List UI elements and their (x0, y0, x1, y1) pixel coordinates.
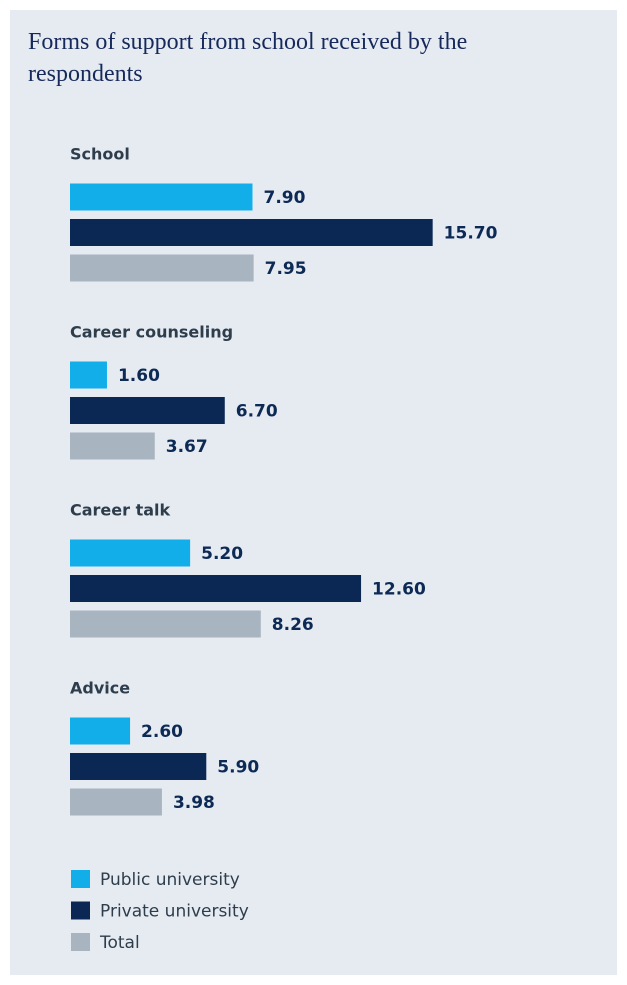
category-label: Advice (70, 679, 130, 698)
bar (70, 575, 362, 602)
legend-swatch (71, 901, 90, 920)
bar (70, 183, 253, 211)
bar (70, 717, 131, 745)
bar (70, 219, 433, 246)
value-label: 5.20 (201, 544, 243, 564)
bar (70, 397, 225, 424)
legend-label: Public university (100, 870, 240, 890)
bar (70, 254, 254, 282)
bar (70, 788, 162, 816)
value-label: 12.60 (372, 580, 426, 600)
value-label: 7.95 (265, 259, 307, 279)
chart-title: Forms of support from school received by… (28, 29, 468, 87)
bar (70, 610, 261, 638)
value-label: 5.90 (217, 758, 259, 778)
value-label: 6.70 (236, 402, 278, 422)
bar (70, 539, 191, 567)
category-label: Career counseling (70, 323, 233, 342)
value-label: 1.60 (118, 366, 160, 386)
bar (70, 361, 107, 389)
legend-label: Private university (100, 902, 249, 922)
legend-swatch (71, 870, 90, 888)
category-label: Career talk (70, 501, 171, 520)
category-label: School (70, 145, 130, 164)
value-label: 15.70 (444, 224, 498, 244)
value-label: 3.98 (173, 793, 215, 813)
value-label: 2.60 (141, 722, 183, 742)
value-label: 8.26 (272, 615, 314, 635)
legend-label: Total (99, 933, 140, 953)
bar (70, 753, 207, 780)
legend-swatch (71, 933, 90, 951)
bar (70, 432, 155, 460)
value-label: 3.67 (166, 437, 208, 457)
value-label: 7.90 (263, 188, 305, 208)
